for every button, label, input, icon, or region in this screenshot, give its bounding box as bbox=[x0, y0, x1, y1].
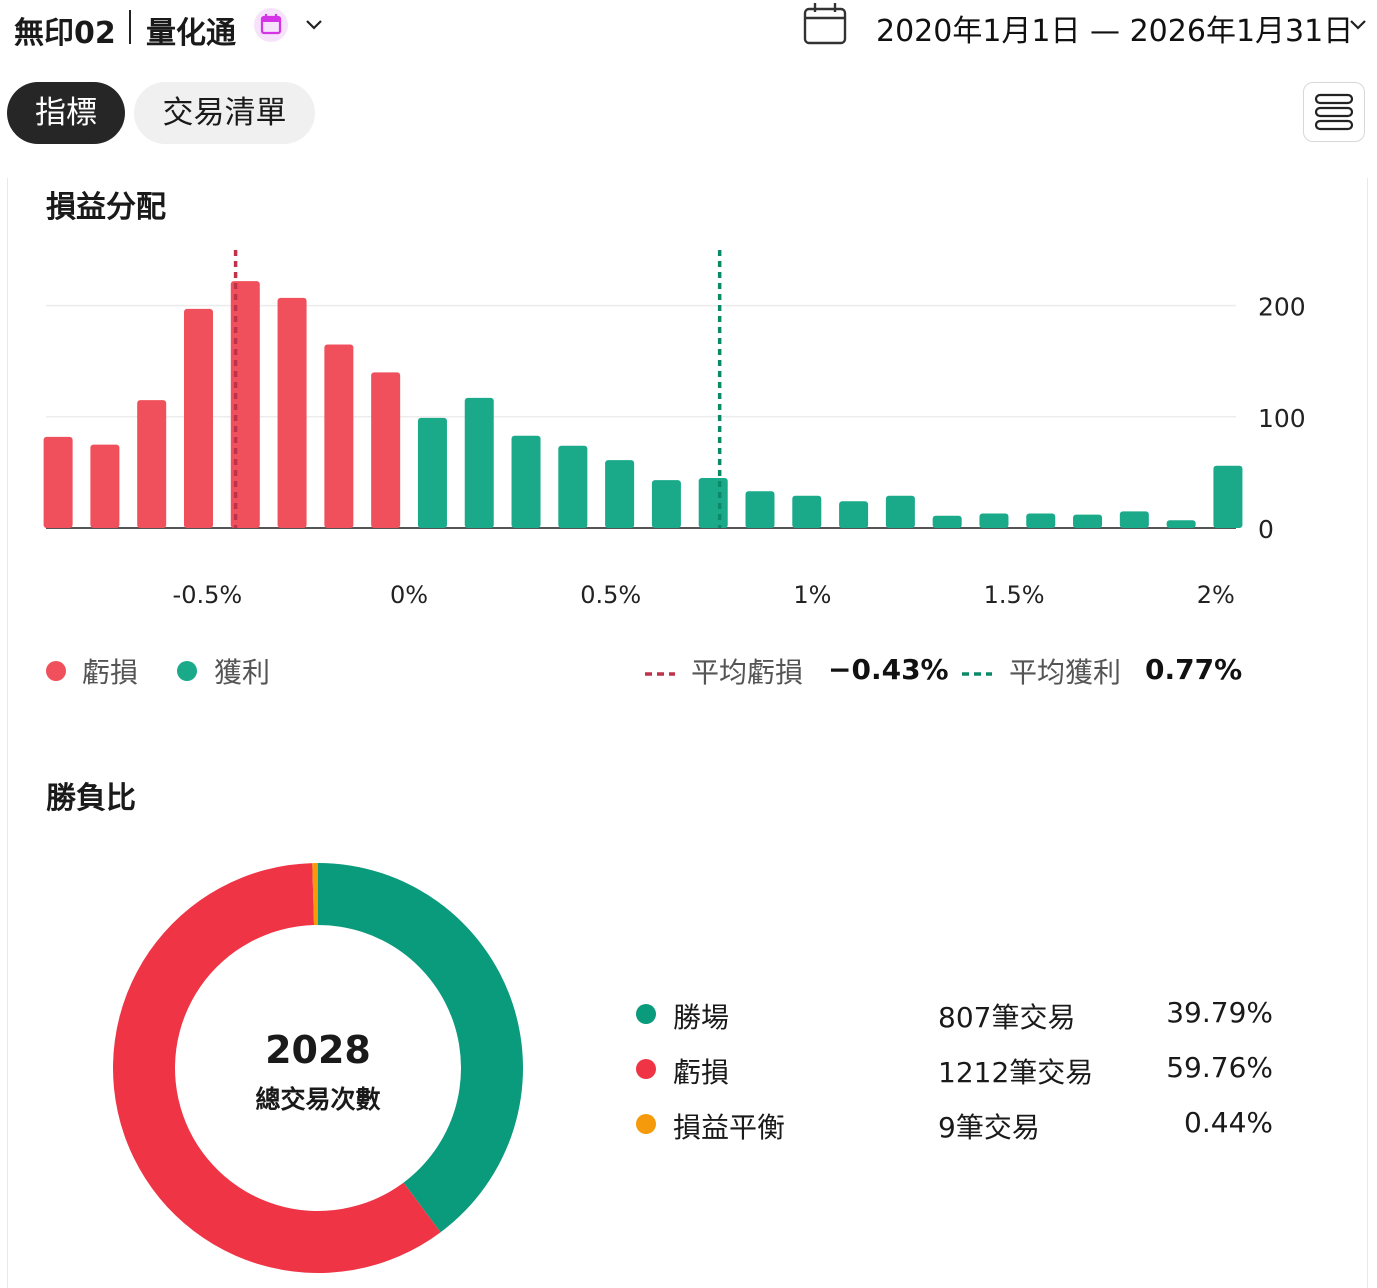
strategy-name: 無印02 bbox=[14, 16, 116, 51]
date-chevron-down-icon[interactable] bbox=[1346, 12, 1370, 40]
win-count: 807筆交易 bbox=[938, 1001, 1076, 1034]
profit-bar[interactable] bbox=[839, 501, 869, 528]
profit-bar[interactable] bbox=[1166, 520, 1196, 528]
profit-bar[interactable] bbox=[745, 491, 775, 528]
avg-profit-label: 平均獲利 bbox=[1009, 656, 1122, 689]
profit-bar[interactable] bbox=[651, 480, 681, 528]
loss-count: 1212筆交易 bbox=[938, 1056, 1094, 1089]
loss-bar[interactable] bbox=[371, 372, 401, 528]
x-tick-label: 0% bbox=[390, 581, 428, 609]
loss-bar[interactable] bbox=[183, 308, 213, 528]
x-tick-label: 0.5% bbox=[580, 581, 641, 609]
total-trades-label: 總交易次數 bbox=[255, 1085, 381, 1114]
avg-profit-value: 0.77% bbox=[1145, 653, 1243, 686]
profit-bar[interactable] bbox=[885, 495, 915, 528]
avg-profit-dash-icon bbox=[962, 672, 992, 676]
loss-bar[interactable] bbox=[230, 281, 260, 528]
tab-trade-list[interactable]: 交易清單 bbox=[134, 82, 315, 144]
pnl-histogram: 0 100 200 -0.5% 0% 0.5% 1% 1.5% 2% bbox=[43, 250, 1306, 609]
win-pct: 39.79% bbox=[1166, 996, 1273, 1029]
y-tick-label: 100 bbox=[1258, 404, 1306, 433]
calendar-icon[interactable] bbox=[802, 2, 848, 50]
win-label: 勝場 bbox=[673, 1001, 730, 1034]
metrics-card bbox=[7, 178, 1368, 1288]
loss-legend-label: 虧損 bbox=[82, 656, 139, 689]
win-loss-donut bbox=[113, 863, 523, 1273]
loss-bar[interactable] bbox=[324, 344, 354, 528]
date-range[interactable]: 2020年1月1日 — 2026年1月31日 bbox=[876, 14, 1354, 49]
loss-bar[interactable] bbox=[277, 297, 307, 528]
product-name: 量化通 bbox=[146, 16, 236, 51]
profit-bar[interactable] bbox=[1213, 465, 1243, 528]
loss-pct: 59.76% bbox=[1166, 1051, 1273, 1084]
avg-loss-label: 平均虧損 bbox=[691, 656, 804, 689]
y-tick-label: 200 bbox=[1258, 293, 1306, 322]
profit-bar[interactable] bbox=[1119, 511, 1149, 528]
breakeven-count: 9筆交易 bbox=[938, 1111, 1040, 1144]
x-tick-label: 1.5% bbox=[984, 581, 1045, 609]
profit-bar[interactable] bbox=[698, 477, 728, 528]
x-tick-label: -0.5% bbox=[173, 581, 243, 609]
calendar-badge-icon[interactable] bbox=[254, 8, 288, 42]
x-tick-label: 1% bbox=[793, 581, 831, 609]
x-tick-label: 2% bbox=[1197, 581, 1235, 609]
profit-bar[interactable] bbox=[792, 495, 822, 528]
menu-icon bbox=[1314, 93, 1354, 131]
profit-bar[interactable] bbox=[1073, 514, 1103, 528]
loss-legend-dot bbox=[46, 661, 66, 681]
profit-legend-dot bbox=[177, 661, 197, 681]
loss-dot bbox=[636, 1059, 656, 1079]
total-trades-value: 2028 bbox=[265, 1028, 371, 1072]
profit-bar[interactable] bbox=[979, 513, 1009, 528]
loss-bar[interactable] bbox=[43, 436, 73, 528]
menu-button[interactable] bbox=[1303, 82, 1365, 142]
loss-bar[interactable] bbox=[90, 444, 120, 528]
loss-bar[interactable] bbox=[137, 400, 167, 528]
y-tick-label: 0 bbox=[1258, 515, 1274, 544]
win-loss-title: 勝負比 bbox=[46, 781, 136, 816]
tab-metrics[interactable]: 指標 bbox=[7, 82, 125, 144]
avg-loss-value: −0.43% bbox=[828, 653, 949, 686]
profit-bar[interactable] bbox=[464, 397, 494, 528]
breakeven-label: 損益平衡 bbox=[673, 1111, 786, 1144]
profit-bar[interactable] bbox=[932, 515, 962, 528]
profit-bar[interactable] bbox=[558, 445, 588, 528]
header-divider bbox=[129, 10, 131, 44]
breakeven-dot bbox=[636, 1114, 656, 1134]
loss-segment[interactable] bbox=[113, 863, 441, 1273]
profit-bar[interactable] bbox=[511, 435, 541, 528]
win-dot bbox=[636, 1004, 656, 1024]
breakeven-pct: 0.44% bbox=[1184, 1106, 1273, 1139]
profit-bar[interactable] bbox=[605, 460, 635, 528]
win-segment[interactable] bbox=[318, 863, 523, 1233]
loss-label: 虧損 bbox=[673, 1056, 730, 1089]
strategy-chevron-down-icon[interactable] bbox=[302, 12, 326, 40]
pnl-distribution-title: 損益分配 bbox=[46, 190, 166, 225]
avg-loss-dash-icon bbox=[645, 672, 675, 676]
profit-legend-label: 獲利 bbox=[214, 656, 271, 689]
breakeven-segment[interactable] bbox=[312, 863, 318, 926]
profit-bar[interactable] bbox=[417, 417, 447, 528]
profit-bar[interactable] bbox=[1026, 513, 1056, 528]
